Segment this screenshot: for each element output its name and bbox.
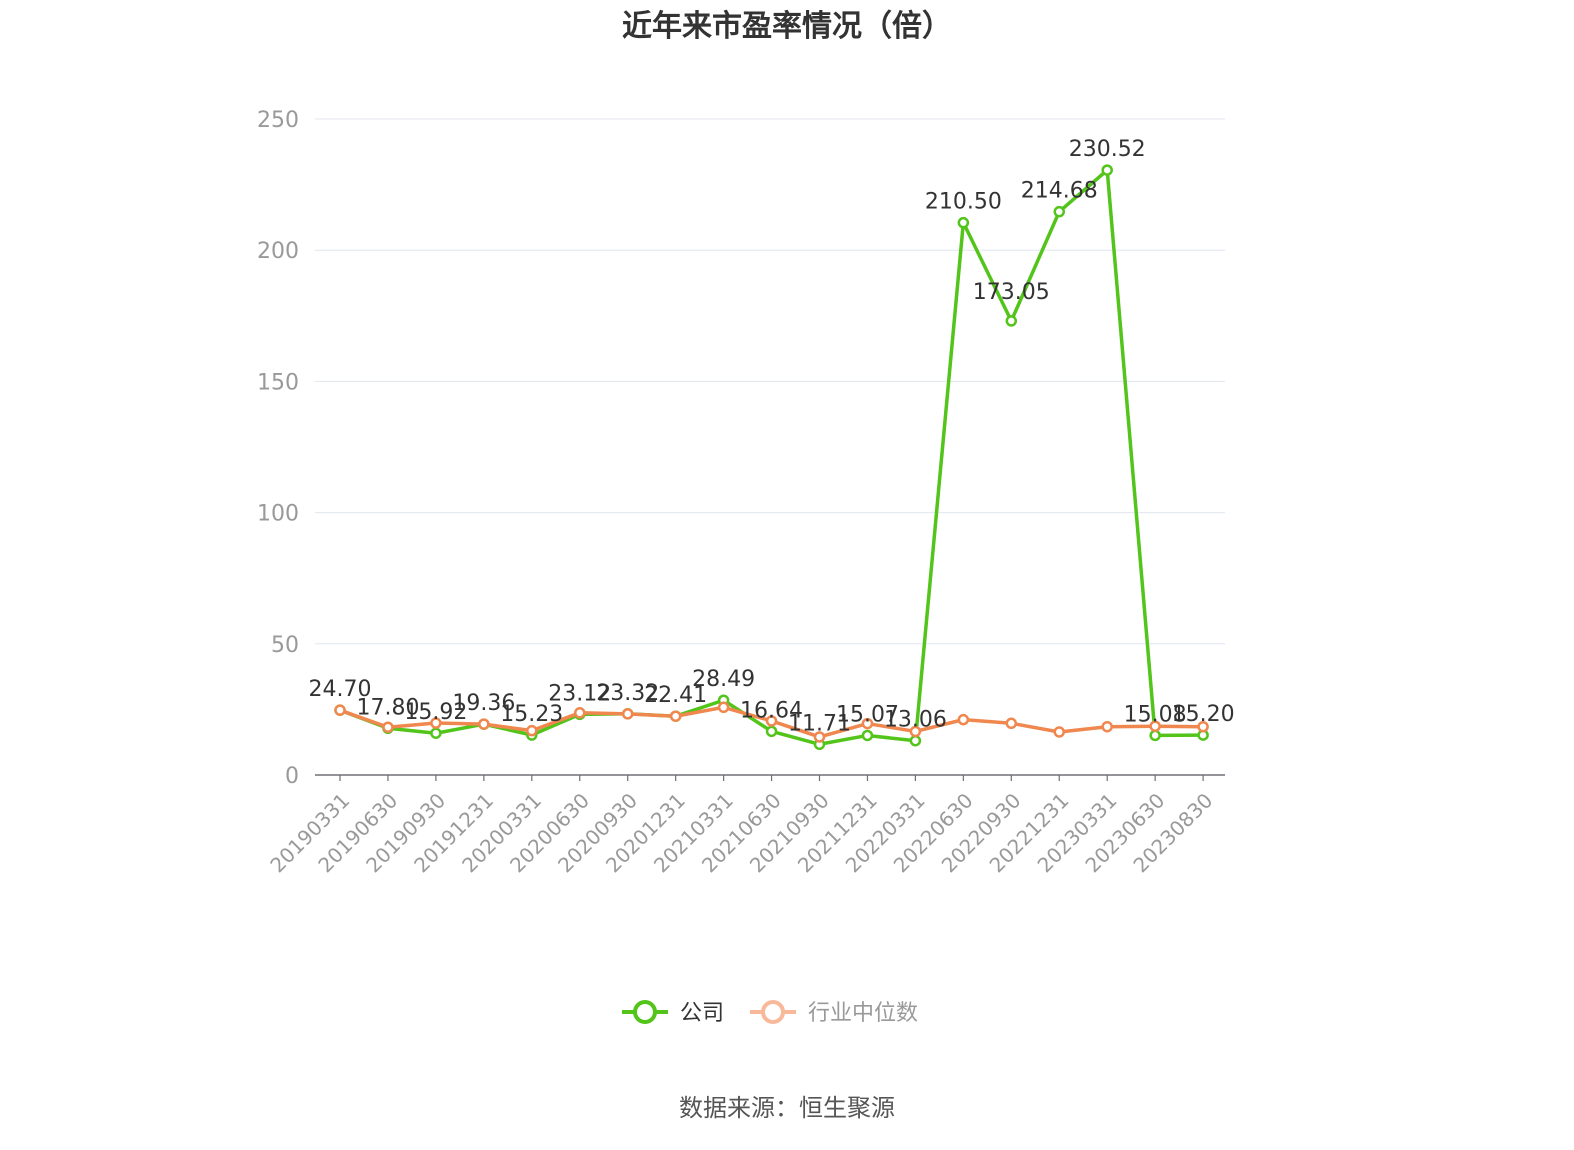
company-point[interactable]: [430, 727, 442, 739]
industry-median-point[interactable]: [430, 717, 442, 729]
data-source: 数据来源：恒生聚源: [679, 1094, 895, 1122]
company-data-label: 214.68: [1021, 179, 1098, 204]
company-data-label: 22.41: [644, 683, 707, 708]
industry-median-point[interactable]: [526, 724, 538, 737]
industry-median-point[interactable]: [1149, 720, 1161, 732]
company-point[interactable]: [861, 729, 874, 742]
y-tick-label: 250: [257, 108, 299, 133]
company-data-label: 17.80: [356, 695, 419, 720]
industry-median-point[interactable]: [1005, 717, 1018, 730]
company-data-label: 210.50: [925, 190, 1002, 215]
industry-median-point[interactable]: [1101, 720, 1113, 733]
company-point[interactable]: [765, 725, 778, 738]
y-tick-label: 200: [257, 239, 299, 264]
industry-median-point[interactable]: [1053, 726, 1065, 738]
legend-item-industry-median[interactable]: 行业中位数: [750, 1000, 918, 1026]
company-point[interactable]: [1005, 315, 1018, 327]
company-data-label: 230.52: [1069, 137, 1146, 162]
company-data-label: 11.71: [788, 711, 851, 736]
industry-median-point[interactable]: [765, 715, 778, 727]
y-tick-label: 100: [257, 502, 299, 527]
series-company: [334, 164, 1209, 751]
industry-median-point[interactable]: [574, 707, 586, 719]
industry-median-point[interactable]: [717, 701, 730, 714]
y-tick-label: 0: [285, 764, 299, 789]
legend[interactable]: 公司 行业中位数: [622, 1000, 918, 1026]
chart-title: 近年来市盈率情况（倍）: [622, 9, 952, 44]
company-line: [339, 168, 1204, 747]
industry-median-point[interactable]: [478, 718, 490, 730]
company-data-label: 13.06: [884, 708, 947, 733]
company-data-label: 19.36: [452, 691, 515, 716]
series-industry-median: [334, 701, 1209, 743]
company-data-label: 173.05: [973, 280, 1050, 305]
legend-item-company[interactable]: 公司: [622, 1000, 724, 1026]
y-tick-label: 50: [271, 633, 299, 658]
series-layer: [334, 164, 1209, 751]
y-axis: 0 50 100 150 200 250: [257, 108, 299, 789]
industry-median-point[interactable]: [957, 713, 970, 726]
company-point[interactable]: [957, 216, 970, 229]
industry-median-point[interactable]: [813, 731, 826, 743]
company-point[interactable]: [1053, 205, 1065, 218]
company-data-label: 15.08: [1124, 702, 1187, 727]
data-labels: 24.7017.8015.9219.3615.2323.1223.3222.41…: [309, 137, 1235, 736]
company-data-label: 23.32: [596, 681, 659, 706]
company-point[interactable]: [1149, 729, 1161, 742]
industry-median-point[interactable]: [621, 708, 634, 720]
company-data-label: 15.07: [836, 702, 899, 727]
company-data-label: 15.92: [404, 700, 467, 725]
company-data-label: 28.49: [692, 667, 755, 692]
grid-lines: [315, 118, 1225, 645]
company-point[interactable]: [909, 734, 922, 747]
company-point[interactable]: [1101, 164, 1113, 176]
industry-median-point[interactable]: [1197, 720, 1209, 733]
industry-median-point[interactable]: [861, 717, 874, 730]
industry-median-point[interactable]: [334, 704, 346, 716]
company-data-label: 23.12: [548, 681, 611, 706]
industry-median-point[interactable]: [382, 721, 394, 733]
company-data-label: 15.23: [500, 702, 563, 727]
industry-median-point[interactable]: [909, 725, 922, 738]
company-data-label: 16.64: [740, 698, 803, 723]
company-data-label: 15.20: [1172, 702, 1235, 727]
company-data-label: 24.70: [309, 677, 372, 702]
y-tick-label: 150: [257, 370, 299, 395]
legend-label-industry-median: 行业中位数: [808, 1001, 918, 1026]
industry-median-point[interactable]: [669, 710, 682, 722]
x-axis: 2019033120190630201909302019123120200331…: [265, 774, 1225, 877]
legend-label-company: 公司: [680, 1001, 724, 1026]
